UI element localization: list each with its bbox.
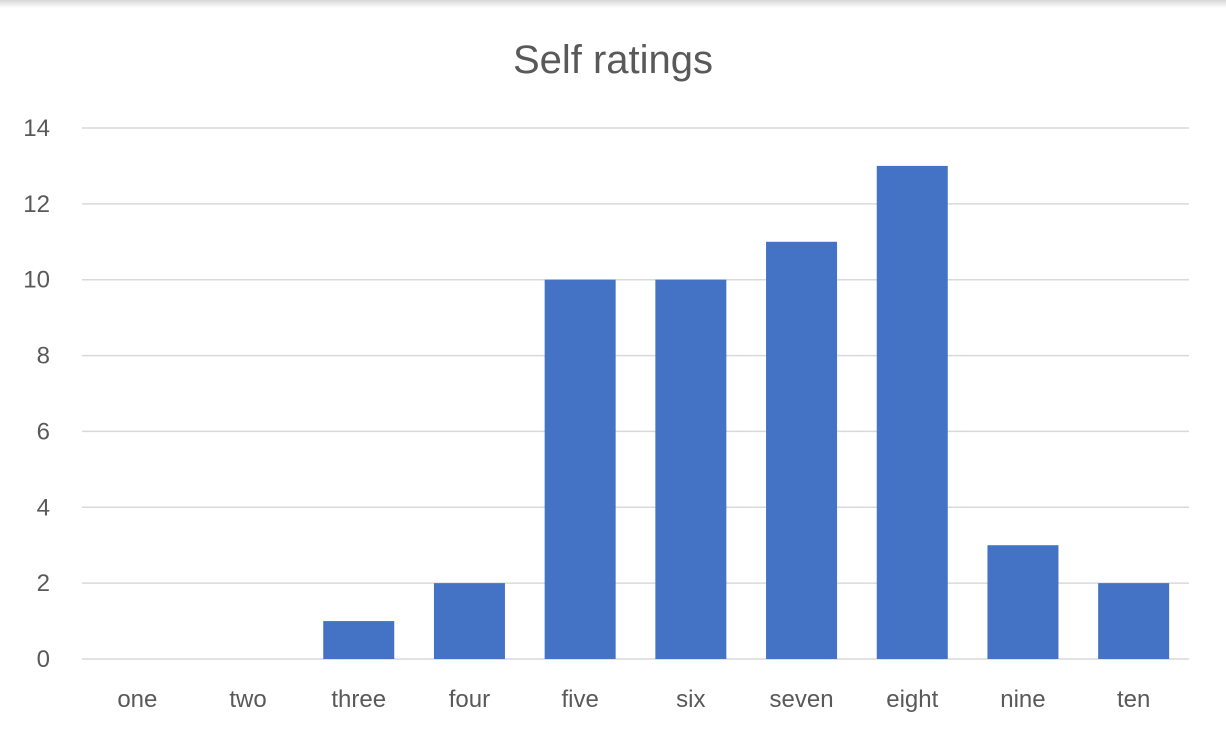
y-axis-ticks: 0 2 4 6 8 10 12 14 bbox=[23, 115, 50, 673]
bar-six bbox=[655, 279, 727, 659]
y-tick-label: 12 bbox=[23, 191, 50, 218]
bar-three bbox=[323, 621, 395, 659]
chart-title: Self ratings bbox=[513, 38, 713, 82]
top-shadow bbox=[0, 0, 1226, 8]
x-tick-label: four bbox=[449, 686, 490, 713]
x-tick-label: one bbox=[117, 686, 157, 713]
x-tick-label: eight bbox=[886, 686, 938, 713]
x-tick-label: five bbox=[561, 686, 598, 713]
x-tick-label: ten bbox=[1117, 686, 1150, 713]
x-tick-label: two bbox=[229, 686, 266, 713]
y-tick-label: 6 bbox=[37, 418, 50, 445]
bar-seven bbox=[766, 241, 838, 660]
x-tick-label: nine bbox=[1000, 686, 1045, 713]
bar-eight bbox=[876, 165, 948, 659]
x-tick-label: three bbox=[331, 686, 386, 713]
y-tick-label: 8 bbox=[37, 343, 50, 370]
y-tick-label: 14 bbox=[23, 115, 50, 142]
bar-ten bbox=[1098, 583, 1170, 659]
y-tick-label: 0 bbox=[37, 646, 50, 673]
y-tick-label: 2 bbox=[37, 570, 50, 597]
bar-nine bbox=[987, 545, 1059, 659]
x-tick-label: seven bbox=[770, 686, 834, 713]
x-axis-ticks: one two three four five six seven eight nine ten bbox=[117, 686, 1150, 713]
y-tick-label: 10 bbox=[23, 267, 50, 294]
bars bbox=[323, 165, 1170, 660]
bar-four bbox=[433, 583, 505, 659]
x-tick-label: six bbox=[676, 686, 705, 713]
y-tick-label: 4 bbox=[37, 494, 50, 521]
bar-five bbox=[544, 279, 616, 659]
